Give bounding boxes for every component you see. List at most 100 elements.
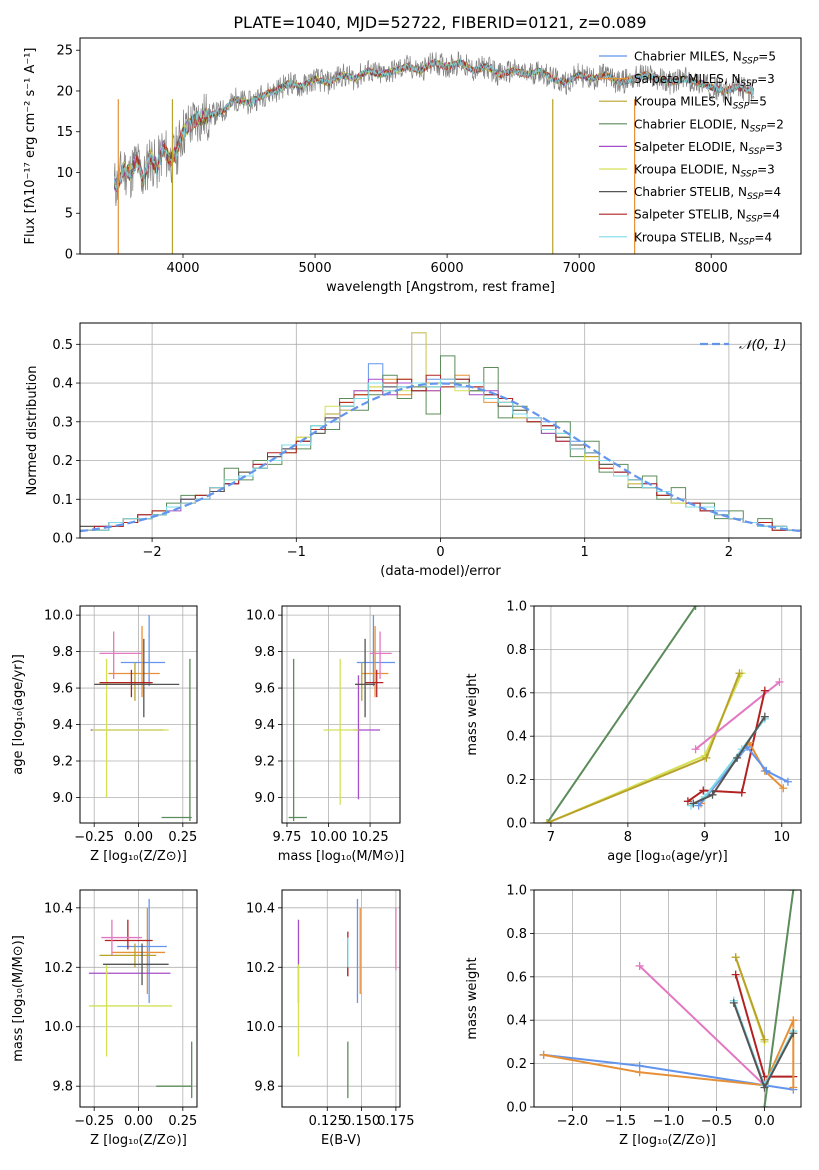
x-axis-label: Z [log₁₀(Z/Z⊙)] [619,1133,716,1148]
series-marker [702,753,711,762]
series-marker [699,786,708,795]
histogram-9 [80,378,801,538]
y-axis-label: Normed distribution [25,366,40,496]
x-tick-label: 9.75 [273,830,302,845]
series-marker [635,961,644,970]
legend-label-1: Chabrier MILES, NSSP=5 [634,50,776,67]
plot-frame [79,37,802,255]
errorbar-7 [103,943,169,986]
y-tick-label: 9.4 [254,718,275,733]
errorbar-2 [361,626,389,698]
legend-label-5: Salpeter ELODIE, NSSP=3 [634,140,783,157]
legend-label-7: Chabrier STELIB, NSSP=4 [634,185,781,202]
series-line [638,965,766,1087]
spectrum-panel: 4000 5000 6000 7000 8000 0 5 10 15 20 25 wavelength… [23,37,802,295]
y-tick-label: 0.0 [52,532,73,547]
y-tick-label: 10.0 [246,609,275,624]
x-tick-label: 1 [581,545,589,560]
errorbar-8 [104,919,153,950]
mass_vs_EBV-plot-area [297,898,397,1099]
x-axis-label: age [log₁₀(age/yr)] [607,849,728,864]
plot-frame [281,889,401,1108]
series-marker [737,788,746,797]
y-tick-label: 9.8 [254,1080,275,1095]
series-line [692,716,766,805]
x-tick-label: −2 [143,545,162,560]
y-tick-label: 15 [56,125,73,140]
plot-frame [533,605,802,824]
y-tick-label: 9.2 [254,755,275,770]
x-tick-label: −0.25 [74,1114,114,1129]
y-tick-label: 1.0 [506,884,527,899]
errorbar-8 [365,669,384,698]
legend-label-8: Salpeter STELIB, NSSP=4 [634,208,780,225]
y-tick-label: 10.0 [44,1020,73,1035]
y-tick-label: 0.0 [506,1101,527,1116]
series-line [763,890,795,1107]
x-tick-label: −2.0 [557,1114,589,1129]
series-marker [789,890,798,894]
y-tick-label: 9.8 [52,1080,73,1095]
y-tick-label: 0.4 [506,1014,527,1029]
y-axis-label: mass weight [465,673,480,755]
legend-label-9: Kroupa STELIB, NSSP=4 [634,230,772,247]
series-marker [775,677,784,686]
y-axis-label: age [log₁₀(age/yr)] [11,654,26,775]
series-marker [691,745,700,754]
series-marker [729,998,738,1007]
age_vs_Z-plot-area [90,615,192,822]
y-tick-label: 10.4 [246,901,275,916]
series-marker [683,797,692,806]
series-4 [691,677,784,754]
x-axis-label: mass [log₁₀(M/M⊙)] [278,849,405,864]
series-marker [760,1083,769,1092]
age_vs_Z-panel: −0.25 0.00 0.25 9.0 9.2 9.4 9.6 9.8 10.0 Z [log₁₀… [11,605,198,864]
series-line [543,1053,794,1091]
errorbar-6 [88,964,173,1057]
x-tick-label: 8000 [695,261,728,276]
y-axis-label: Flux [fλ10⁻¹⁷ erg cm⁻² s⁻¹ A⁻¹] [23,48,38,245]
massweight_vs_Z-panel: −2.0 −1.5 −1.0 −0.5 0.0 0.0 0.2 0.4 0.6 0.8 1.0 Z [… [465,884,802,1148]
series-9 [689,712,769,808]
y-tick-label: 10.0 [246,1020,275,1035]
x-axis-label: E(B-V) [321,1133,361,1148]
y-tick-label: 0.8 [506,643,527,658]
y-axis-label: mass [log₁₀(M/M⊙)] [11,935,26,1062]
residuals-panel: −2 −1 0 1 2 0.0 0.1 0.2 0.3 0.4 0.5 (data-model)/er… [25,322,802,579]
x-tick-label: 0.25 [168,830,197,845]
legend-label-normal: 𝒩(0, 1) [739,338,786,353]
errorbar-7 [355,638,376,718]
errorbar-2 [111,907,166,995]
y-tick-label: 0 [65,248,73,263]
errorbar-8 [99,669,153,698]
mass_vs_Z-plot-area [88,898,193,1099]
series-marker [733,753,742,762]
series-marker [779,784,788,793]
y-tick-label: 9.2 [52,755,73,770]
massweight_vs_Z-plot-area [539,890,798,1107]
panels-layer: 4000 5000 6000 7000 80000510152025wavelength… [11,37,802,1148]
series-line [734,956,766,1041]
y-tick-label: 0.2 [506,773,527,788]
series-line [546,606,697,823]
y-tick-label: 0.0 [506,817,527,832]
x-tick-label: −1.0 [653,1114,685,1129]
x-tick-label: 10.25 [351,830,388,845]
y-tick-label: 10.2 [246,961,275,976]
series-line [687,690,766,803]
series-9 [729,998,798,1092]
y-tick-label: 9.8 [52,645,73,660]
errorbar-2 [108,626,160,698]
x-tick-label: 8 [624,830,632,845]
series-marker [762,766,771,775]
figure-title: PLATE=1040, MJD=52722, FIBERID=0121, z=0… [233,13,646,32]
series-marker [789,1083,798,1092]
y-tick-label: 0.6 [506,686,527,701]
plot-frame [79,605,198,824]
x-axis-label: Z [log₁₀(Z/Z⊙)] [90,1133,187,1148]
residuals-legend: 𝒩(0, 1) [700,338,786,353]
y-tick-label: 10 [56,166,73,181]
series-marker [539,1050,548,1059]
